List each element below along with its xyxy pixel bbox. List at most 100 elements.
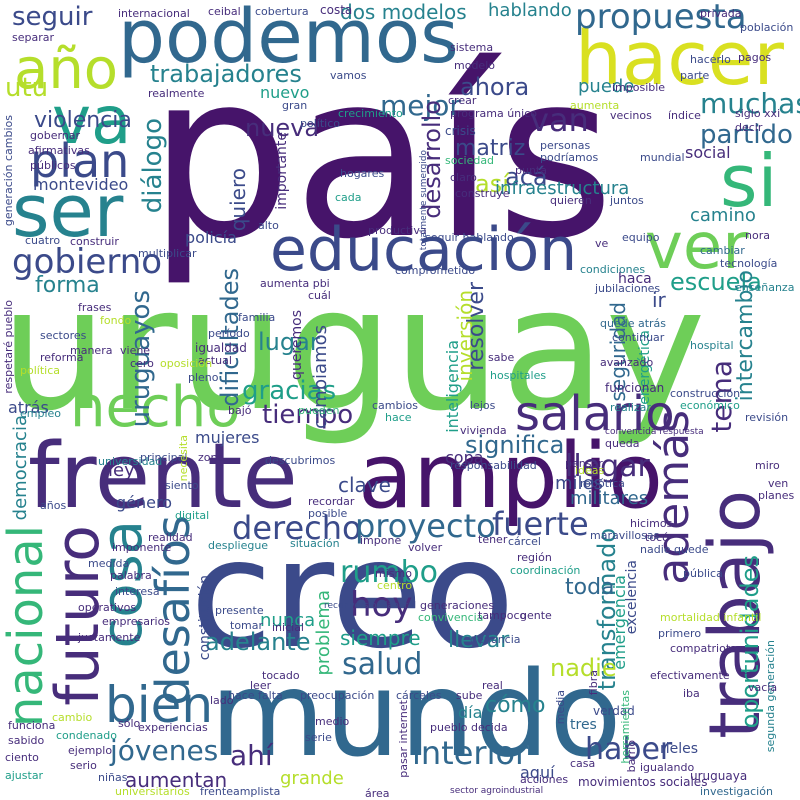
word-lejos: lejos — [470, 399, 496, 412]
word-verdad: verdad — [593, 704, 635, 718]
word-van: van — [530, 101, 589, 139]
word-atras: atrás — [8, 398, 49, 417]
word-uruguaya: uruguaya — [690, 769, 748, 783]
word-ley: ley — [108, 460, 135, 481]
word-escuela: escuela — [670, 268, 762, 296]
word-llevar: llevar — [448, 628, 510, 653]
word-nacional: nacional — [0, 525, 54, 728]
word-casa: casa — [570, 757, 596, 770]
word-oposicion: oposición — [160, 357, 213, 370]
word-responsabilidad: responsabilidad — [450, 459, 537, 472]
word-clave: clave — [338, 473, 391, 497]
word-politica: política — [20, 364, 60, 377]
word-matriz: matriz — [455, 136, 526, 161]
word-convivencia: convivencia — [418, 611, 484, 624]
word-gran: gran — [282, 99, 308, 112]
word-descubrimos: descubrimos — [265, 454, 336, 467]
word-seguir-hablando: seguir hablando — [425, 231, 514, 244]
word-hacerlo: hacerlo — [690, 53, 731, 66]
word-leer: leer — [250, 679, 272, 692]
word-queremos: queremos — [289, 310, 305, 380]
word-acciones: acciones — [520, 773, 569, 786]
word-ver: ver — [645, 210, 749, 284]
word-crear: crear — [448, 94, 477, 107]
word-media: media — [554, 690, 567, 725]
word-juntos: juntos — [610, 194, 644, 207]
word-palabra: palabra — [110, 569, 152, 582]
word-asi: así — [475, 170, 509, 198]
word-indice: índice — [668, 109, 701, 122]
word-viene: viene — [120, 344, 151, 357]
word-region: región — [517, 551, 552, 564]
word-politico: político — [300, 117, 340, 130]
word-plan: plan — [30, 134, 130, 188]
word-principal: principal — [140, 451, 188, 464]
word-denuncia: denuncia — [470, 633, 521, 646]
word-propuesta: propuesta — [575, 0, 747, 37]
word-grande: grande — [280, 768, 344, 789]
word-educacion: educación — [270, 215, 578, 285]
word-hace: hace — [385, 411, 412, 424]
word-ano2: años — [40, 499, 67, 512]
word-separar: separar — [12, 31, 55, 44]
word-aca: acá — [505, 163, 548, 191]
word-personas: personas — [540, 139, 591, 152]
word-imposible: imposible — [612, 81, 666, 94]
word-vacia: vacía — [748, 681, 778, 694]
word-sabe: sabe — [488, 351, 515, 364]
word-montevideo: montevideo — [33, 175, 129, 194]
word-continuar: continuar — [612, 331, 665, 344]
word-realidad: realidad — [148, 531, 193, 544]
word-frente: frente — [28, 424, 298, 529]
word-publicos: públicos — [30, 159, 76, 172]
word-planes: planes — [758, 489, 795, 502]
word-quiero: quiero — [226, 168, 250, 232]
word-productiva: productiva — [368, 224, 427, 237]
word-ideas: ideas — [575, 464, 605, 477]
word-pueden: pueden — [298, 404, 340, 417]
word-modelo: modelo — [454, 59, 495, 72]
word-tampoco: tampoco — [478, 609, 527, 622]
word-avanzado: avanzado — [600, 356, 654, 369]
word-mismo: mismo — [375, 567, 412, 580]
word-forma: forma — [35, 273, 100, 298]
word-totalmente-sumergido: totalmente sumergido — [419, 150, 429, 251]
word-genero: género — [116, 493, 172, 512]
word-democracia: democracia — [10, 415, 31, 521]
word-quieren: quieren — [550, 194, 592, 207]
word-primero: primero — [658, 627, 702, 640]
word-imponente: imponente — [112, 541, 172, 554]
word-aumenta: aumenta — [570, 99, 620, 112]
word-vecinos: vecinos — [610, 109, 652, 122]
word-inicial: inicial — [272, 621, 304, 634]
word-necesita: necesita — [177, 435, 190, 482]
word-interior: interior — [412, 734, 529, 772]
word-ven: ven — [768, 477, 789, 490]
word-decir: decir — [735, 121, 763, 134]
word-construir: construir — [70, 235, 119, 248]
word-mundial: mundial — [640, 151, 685, 164]
word-impone: impone — [360, 534, 402, 547]
word-despliegue: despliegue — [208, 539, 269, 552]
word-cero: cero — [130, 357, 154, 370]
word-llegar: llegar — [565, 449, 650, 484]
word-sabido: sabido — [8, 734, 45, 747]
word-utu: utu — [5, 73, 49, 103]
word-partido: partido — [700, 120, 793, 150]
word-ve: ve — [595, 237, 609, 250]
word-lugar: lugar — [258, 328, 320, 356]
word-salario: salario — [515, 386, 675, 442]
word-condiciones: condiciones — [580, 263, 646, 276]
word-salud: salud — [342, 647, 423, 682]
word-rieles: rieles — [660, 741, 699, 757]
word-situacion: situación — [290, 537, 340, 550]
word-igualando: igualando — [640, 761, 695, 774]
word-pasar-internet: pasar internet — [397, 700, 410, 778]
word-hecho: hecho — [70, 375, 241, 440]
word-tener: tener — [478, 533, 508, 546]
word-serie: serie — [305, 731, 332, 744]
word-vivienda: vivienda — [460, 424, 507, 437]
word-puede: puede — [578, 76, 635, 97]
word-realmente: realmente — [148, 87, 205, 100]
